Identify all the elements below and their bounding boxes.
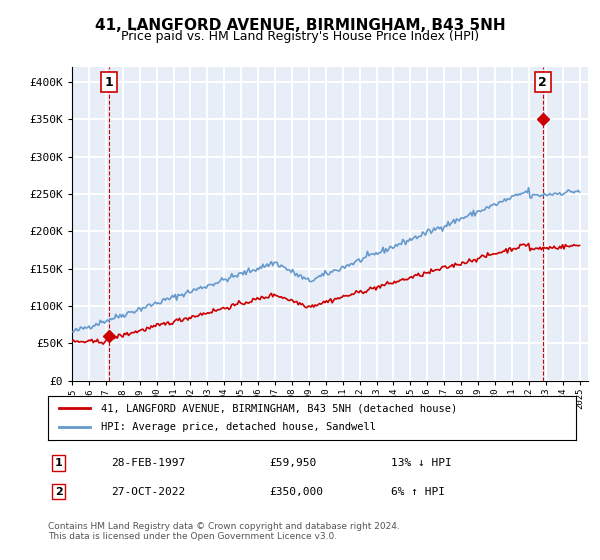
- Text: 1: 1: [104, 76, 113, 88]
- Text: HPI: Average price, detached house, Sandwell: HPI: Average price, detached house, Sand…: [101, 422, 376, 432]
- Text: 2: 2: [55, 487, 62, 497]
- Text: 1: 1: [55, 458, 62, 468]
- Text: 28-FEB-1997: 28-FEB-1997: [112, 458, 185, 468]
- Text: 6% ↑ HPI: 6% ↑ HPI: [391, 487, 445, 497]
- Text: Contains HM Land Registry data © Crown copyright and database right 2024.
This d: Contains HM Land Registry data © Crown c…: [48, 522, 400, 542]
- Text: 41, LANGFORD AVENUE, BIRMINGHAM, B43 5NH: 41, LANGFORD AVENUE, BIRMINGHAM, B43 5NH: [95, 18, 505, 33]
- Text: 13% ↓ HPI: 13% ↓ HPI: [391, 458, 452, 468]
- Text: 27-OCT-2022: 27-OCT-2022: [112, 487, 185, 497]
- Text: 41, LANGFORD AVENUE, BIRMINGHAM, B43 5NH (detached house): 41, LANGFORD AVENUE, BIRMINGHAM, B43 5NH…: [101, 403, 457, 413]
- Text: £350,000: £350,000: [270, 487, 324, 497]
- Text: 2: 2: [538, 76, 547, 88]
- Text: £59,950: £59,950: [270, 458, 317, 468]
- Text: Price paid vs. HM Land Registry's House Price Index (HPI): Price paid vs. HM Land Registry's House …: [121, 30, 479, 43]
